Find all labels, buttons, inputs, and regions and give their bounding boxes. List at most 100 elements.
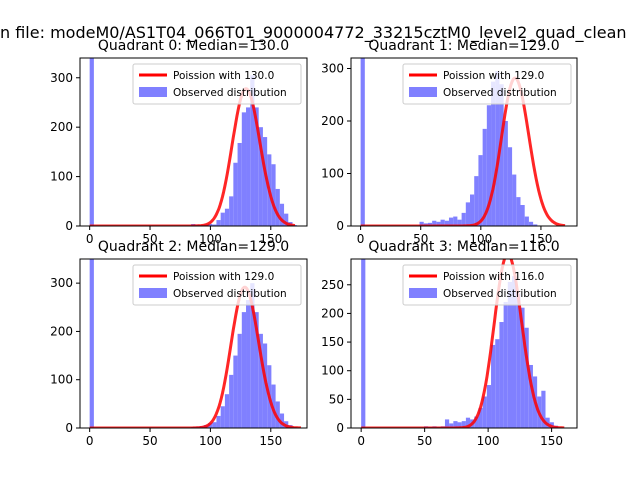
x-tick-label: 100	[469, 232, 492, 246]
histogram-bar	[528, 364, 533, 428]
y-tick-label: 300	[50, 71, 73, 85]
chart-panel-3: Quadrant 3: Median=116.0 0 50 100 150 0 50 100 1…	[321, 239, 578, 448]
histogram-bar	[457, 219, 462, 226]
legend-bar-swatch	[139, 288, 167, 298]
histogram-bar	[275, 401, 280, 428]
histogram-bar	[262, 343, 268, 428]
histogram-bar	[262, 137, 268, 226]
legend-label-observed: Observed distribution	[443, 288, 557, 300]
histogram-bar	[491, 81, 496, 226]
histogram-bar	[229, 374, 234, 428]
legend-bar-swatch	[409, 87, 437, 97]
histogram-bar	[224, 394, 230, 428]
y-tick-label: 0	[336, 219, 344, 233]
histogram-bar	[250, 75, 255, 226]
histogram-bar	[360, 58, 365, 226]
x-tick-label: 100	[477, 434, 500, 448]
y-tick-label: 0	[65, 421, 73, 435]
y-tick-label: 100	[50, 170, 73, 184]
chart-title: Quadrant 3: Median=116.0	[368, 239, 559, 255]
histogram-bar	[511, 276, 517, 428]
histogram-bar	[361, 259, 366, 428]
histogram-bar	[474, 176, 479, 226]
histogram-bar	[457, 422, 462, 428]
x-tick-label: 0	[357, 434, 365, 448]
y-tick-label: 200	[321, 306, 344, 320]
x-tick-label: 0	[357, 232, 365, 246]
legend-label-poisson: Poission with 116.0	[443, 271, 544, 283]
legend-label-observed: Observed distribution	[443, 87, 557, 99]
histogram-bar	[448, 217, 454, 226]
histogram-bar	[444, 419, 450, 428]
histogram-bar	[284, 213, 289, 226]
x-tick-label: 100	[199, 232, 222, 246]
histogram-bar	[495, 71, 500, 226]
histogram-bar	[512, 174, 517, 226]
histogram-bar	[541, 390, 546, 428]
chart-panel-1: Quadrant 1: Median=129.0 0 50 100 150 0 100 200…	[321, 38, 578, 246]
histogram-bar	[246, 107, 251, 226]
legend: Poission with 129.0 Observed distribution	[132, 264, 302, 306]
chart-title: Quadrant 0: Median=130.0	[98, 38, 289, 54]
y-tick-label: 0	[336, 421, 344, 435]
axes-frame	[79, 57, 308, 227]
histogram-bar	[516, 293, 521, 428]
histogram-bar	[254, 312, 259, 428]
histogram-bar	[465, 202, 471, 226]
histogram-bar	[491, 344, 496, 428]
histogram-bar	[258, 333, 263, 428]
x-tick-label: 150	[259, 434, 282, 448]
y-tick-label: 150	[321, 335, 344, 349]
chart-panels: Quadrant 0: Median=130.0 0 50 100 150 0 100 200…	[50, 38, 578, 448]
histogram-bar	[478, 155, 483, 226]
x-tick-label: 50	[142, 434, 157, 448]
legend-box	[132, 63, 302, 105]
x-tick-label: 50	[417, 434, 432, 448]
x-tick-label: 50	[142, 232, 157, 246]
legend-bar-swatch	[139, 87, 167, 97]
histogram-bar	[486, 385, 492, 428]
histogram-bar	[533, 224, 538, 226]
y-tick-label: 300	[321, 62, 344, 76]
histogram-bar	[250, 283, 255, 428]
y-tick-label: 50	[329, 392, 344, 406]
histogram-bar	[503, 121, 508, 226]
histogram-bar	[444, 220, 449, 226]
histogram-bar	[524, 327, 529, 428]
histogram-bar	[465, 417, 471, 428]
histogram-bar	[275, 188, 280, 226]
y-tick-label: 200	[50, 324, 73, 338]
histogram-bar	[237, 333, 242, 428]
legend-label-observed: Observed distribution	[173, 288, 287, 300]
histogram-bar	[503, 301, 508, 428]
legend-label-poisson: Poission with 129.0	[443, 70, 544, 82]
histogram-bar	[246, 300, 251, 428]
legend-bar-swatch	[409, 288, 437, 298]
y-tick-label: 100	[321, 167, 344, 181]
histogram-bar	[233, 355, 238, 428]
histogram-bar	[216, 415, 221, 428]
x-tick-label: 100	[199, 434, 222, 448]
y-tick-label: 250	[321, 278, 344, 292]
histogram-bar	[453, 216, 458, 226]
histogram-bar	[470, 194, 475, 226]
histogram-bar	[478, 407, 483, 428]
histogram-bar	[453, 421, 458, 428]
plot-area	[89, 259, 302, 428]
histogram-bar	[207, 224, 213, 226]
histogram-bar	[482, 396, 487, 428]
histogram-bar	[516, 197, 521, 226]
legend-box	[402, 264, 572, 306]
histogram-bar	[461, 421, 466, 428]
legend: Poission with 116.0 Observed distribution	[402, 264, 572, 306]
histogram-bar	[432, 220, 437, 226]
histogram-bar	[419, 221, 424, 226]
histogram-bar	[89, 58, 94, 226]
x-tick-label: 150	[540, 434, 563, 448]
histogram-bar	[449, 423, 454, 428]
histogram-bar	[520, 205, 525, 226]
x-tick-label: 50	[413, 232, 428, 246]
histogram-bar	[220, 212, 225, 226]
histogram-bar	[427, 222, 433, 226]
